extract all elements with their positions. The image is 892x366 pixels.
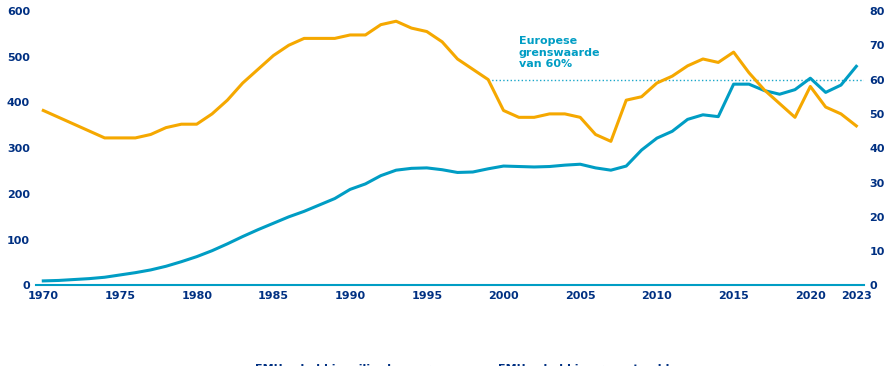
Text: Europese
grenswaarde
van 60%: Europese grenswaarde van 60%	[519, 36, 600, 69]
Legend: EMU-schuld in miljarden euro, EMU-schuld in procenten bbp: EMU-schuld in miljarden euro, EMU-schuld…	[214, 360, 686, 366]
